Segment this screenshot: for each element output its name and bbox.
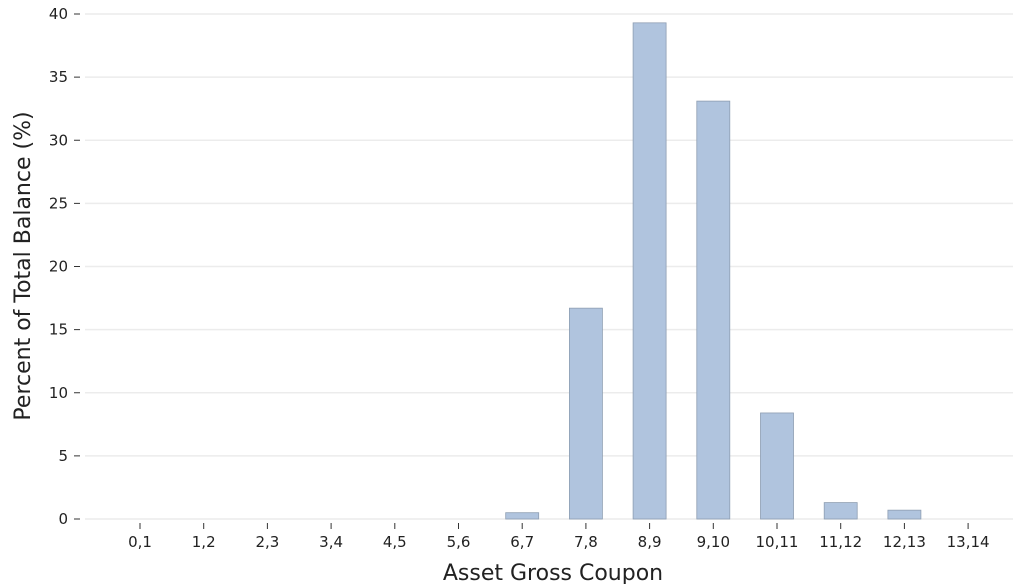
bar [696,100,731,520]
y-tick-label: 5 [58,447,68,465]
x-tick-label: 1,2 [192,533,216,551]
x-tick-label: 8,9 [638,533,662,551]
x-tick-label: 9,10 [697,533,730,551]
y-tick-label: 25 [49,194,68,212]
x-tick-label: 2,3 [255,533,279,551]
y-tick-label: 20 [49,258,68,276]
y-tick-label: 35 [49,68,68,86]
x-tick-label: 5,6 [447,533,471,551]
x-tick-label: 12,13 [883,533,926,551]
x-tick-label: 7,8 [574,533,598,551]
x-tick-label: 4,5 [383,533,407,551]
bar [505,512,540,520]
bar [823,502,858,520]
bar [569,307,603,520]
y-tick-label: 40 [49,5,68,23]
x-tick-label: 10,11 [756,533,799,551]
y-gridlines [85,13,1013,520]
y-tick-label: 0 [58,510,68,528]
x-tick-label: 13,14 [947,533,990,551]
bar [760,412,794,520]
y-axis-ticks: 0 5 10 15 20 25 30 35 40 [49,5,80,528]
bar [632,22,667,520]
bars [505,22,922,520]
y-tick-label: 15 [49,321,68,339]
x-axis-ticks: 0,1 1,2 2,3 3,4 4,5 5,6 6,7 7,8 8,9 9,10 10,11 11,1… [128,523,990,551]
x-tick-label: 6,7 [510,533,534,551]
y-tick-label: 10 [49,384,68,402]
x-tick-label: 0,1 [128,533,152,551]
bar [887,509,922,520]
y-axis-label: Percent of Total Balance (%) [11,111,36,420]
y-tick-label: 30 [49,131,68,149]
x-tick-label: 3,4 [319,533,343,551]
x-axis-label: Asset Gross Coupon [443,561,663,584]
x-tick-label: 11,12 [819,533,862,551]
